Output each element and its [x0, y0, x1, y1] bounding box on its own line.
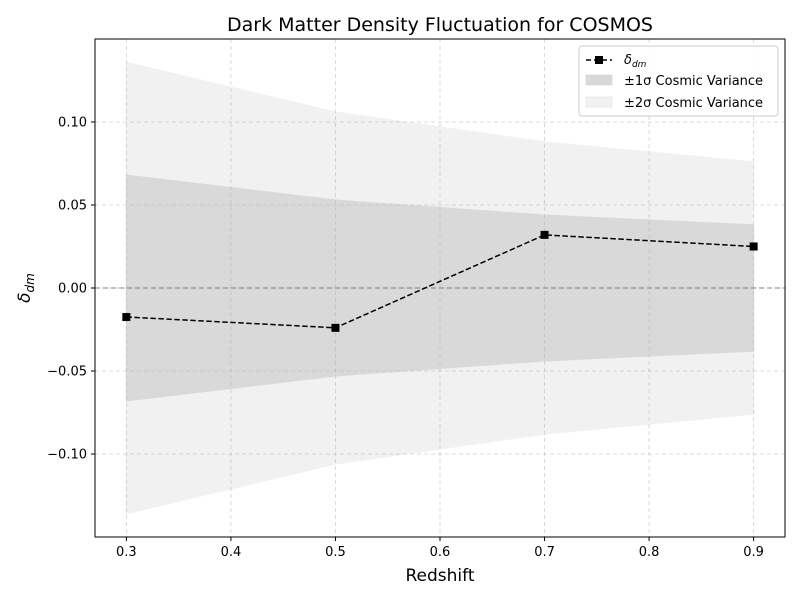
legend-label-series-main: δ [624, 53, 632, 68]
y-axis-label-main: δ [15, 292, 35, 302]
legend-marker-sample [595, 56, 603, 64]
y-tick-label: 0.10 [58, 116, 87, 131]
x-axis: 0.3 0.4 0.5 0.6 0.7 0.8 0.9 [116, 537, 764, 560]
legend-label-1sigma: ±1σ Cosmic Variance [624, 74, 763, 89]
series-line [126, 234, 754, 329]
y-axis-label: δdm [15, 273, 37, 303]
legend-label-series-sub: dm [632, 60, 647, 70]
data-point [331, 323, 340, 332]
x-tick-label: 0.5 [325, 545, 346, 560]
x-tick-label: 0.8 [639, 545, 660, 560]
legend-swatch-2sigma [585, 96, 613, 108]
legend-swatch-1sigma [585, 74, 613, 86]
chart-title: Dark Matter Density Fluctuation for COSM… [227, 14, 653, 36]
x-tick-label: 0.3 [116, 545, 137, 560]
legend-label-series: δdm [624, 53, 647, 70]
y-tick-label: −0.05 [47, 365, 87, 380]
y-tick-label: 0.00 [58, 282, 87, 297]
legend-frame [578, 45, 779, 117]
x-tick-label: 0.6 [430, 545, 451, 560]
y-axis: −0.10 −0.05 0.00 0.05 0.10 [47, 116, 95, 463]
x-axis-label: Redshift [405, 566, 474, 586]
data-point [122, 313, 131, 322]
legend-label-2sigma: ±2σ Cosmic Variance [624, 96, 763, 111]
x-tick-label: 0.4 [221, 545, 242, 560]
plot-area [94, 38, 786, 538]
x-tick-label: 0.7 [534, 545, 555, 560]
y-tick-label: −0.10 [47, 448, 87, 463]
data-point [749, 242, 758, 251]
y-axis-label-sub: dm [23, 273, 37, 292]
y-tick-label: 0.05 [58, 199, 87, 214]
data-point [540, 230, 549, 239]
x-tick-label: 0.9 [743, 545, 764, 560]
series-layer [122, 230, 758, 332]
legend: δdm ±1σ Cosmic Variance ±2σ Cosmic Varia… [578, 45, 779, 117]
